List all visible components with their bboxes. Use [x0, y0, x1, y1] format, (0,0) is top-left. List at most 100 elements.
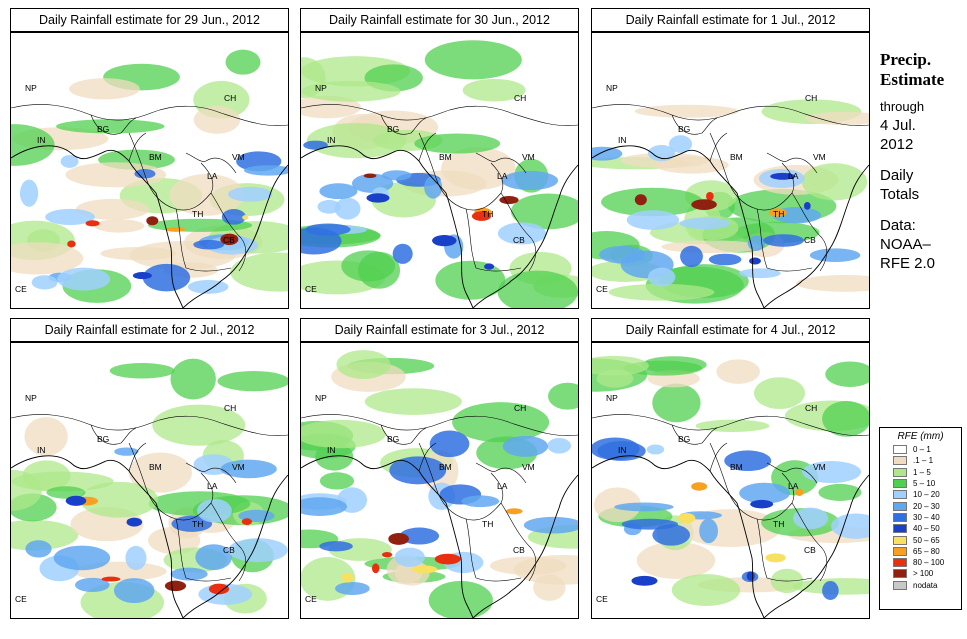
- legend-swatch: [893, 479, 907, 488]
- rain-area-heavy: [435, 554, 461, 565]
- rain-area-light: [672, 574, 740, 606]
- rainfall-map: NP CH IN BG BM VM LA TH CB CE: [300, 342, 579, 619]
- rain-area-medium: [228, 538, 288, 562]
- panel-title: Daily Rainfall estimate for 4 Jul., 2012: [591, 318, 870, 342]
- rain-area-light: [320, 472, 354, 489]
- region-label-bm: BM: [149, 152, 162, 162]
- rain-area-light: [230, 253, 288, 292]
- rain-area-heavy: [678, 513, 695, 523]
- legend-swatch: [893, 581, 907, 590]
- legend-swatch: [893, 558, 907, 567]
- rain-area-medium: [709, 254, 742, 266]
- rain-area-heavy: [631, 576, 657, 586]
- region-label-vm: VM: [522, 462, 535, 472]
- rain-area-medium: [822, 581, 839, 600]
- region-label-ch: CH: [514, 93, 526, 103]
- rain-area-light: [661, 240, 760, 253]
- rain-area-heavy: [341, 573, 353, 583]
- rain-area-heavy: [67, 241, 75, 248]
- rain-area-medium: [188, 280, 229, 294]
- legend-label: 40 – 50: [913, 524, 940, 533]
- region-label-in: IN: [37, 135, 46, 145]
- rainfall-field: [592, 99, 869, 303]
- rain-area-medium: [502, 171, 559, 190]
- rain-area-medium: [622, 519, 678, 530]
- region-label-np: NP: [25, 83, 37, 93]
- legend-label: nodata: [913, 581, 937, 590]
- rain-area-medium: [680, 246, 703, 267]
- region-label-th: TH: [192, 209, 203, 219]
- rfe-legend: RFE (mm) 0 – 1.1 – 11 – 55 – 10 10 – 20 20…: [879, 427, 962, 610]
- rain-area-heavy: [691, 482, 707, 490]
- rain-area-light: [301, 420, 386, 448]
- region-label-in: IN: [618, 135, 627, 145]
- rain-area-medium: [114, 447, 138, 455]
- rain-area-light: [336, 350, 390, 379]
- precip-title-line2: Estimate: [880, 70, 965, 90]
- rainfall-field: [11, 359, 288, 618]
- rain-area-medium: [763, 234, 804, 247]
- precip-title-line1: Precip.: [880, 50, 965, 70]
- region-label-bg: BG: [97, 124, 109, 134]
- rain-area-heavy: [635, 194, 647, 205]
- legend-item: 65 – 80: [893, 546, 961, 557]
- rain-area-medium: [317, 200, 340, 214]
- region-label-th: TH: [773, 519, 784, 529]
- rain-area-heavy: [242, 518, 252, 525]
- rain-area-medium: [228, 187, 272, 202]
- rain-area-medium: [54, 546, 111, 571]
- region-label-np: NP: [315, 83, 327, 93]
- legend-swatch: [893, 490, 907, 499]
- rainfall-map: NP CH IN BG BM VM LA TH CB CE: [591, 342, 870, 619]
- rain-area-light: [194, 106, 240, 134]
- rain-area-medium: [461, 495, 499, 507]
- rain-area-heavy: [706, 192, 714, 201]
- legend-swatch: [893, 524, 907, 533]
- rain-area-light: [425, 40, 522, 79]
- map-panel-29-jun: Daily Rainfall estimate for 29 Jun., 201…: [10, 8, 289, 308]
- rain-area-light: [100, 247, 176, 260]
- panel-title: Daily Rainfall estimate for 30 Jun., 201…: [300, 8, 579, 32]
- region-label-th: TH: [482, 519, 493, 529]
- region-label-ce: CE: [305, 594, 317, 604]
- rain-area-medium: [614, 503, 673, 512]
- rain-area-medium: [303, 141, 328, 150]
- rain-area-light: [69, 78, 140, 99]
- legend-swatch: [893, 569, 907, 578]
- rain-area-heavy: [804, 202, 811, 210]
- rainfall-field: [592, 356, 869, 606]
- rain-area-medium: [171, 568, 208, 581]
- rain-area-medium: [319, 183, 357, 199]
- region-label-ch: CH: [224, 93, 236, 103]
- rain-area-medium: [393, 244, 413, 264]
- rainfall-field: [301, 40, 578, 308]
- region-label-np: NP: [315, 393, 327, 403]
- rain-area-heavy: [691, 199, 717, 210]
- legend-item: 0 – 1: [893, 444, 961, 455]
- rain-area-light: [635, 105, 739, 118]
- rain-area-light: [548, 383, 578, 410]
- rain-area-medium: [547, 438, 571, 454]
- country-border: [476, 578, 521, 581]
- rain-area-medium: [221, 460, 277, 479]
- rain-area-light: [716, 359, 760, 384]
- region-label-np: NP: [25, 393, 37, 403]
- legend-swatch: [893, 547, 907, 556]
- rain-area-heavy: [126, 518, 142, 527]
- region-label-cb: CB: [804, 235, 816, 245]
- map-panel-1-jul: Daily Rainfall estimate for 1 Jul., 2012…: [591, 8, 870, 308]
- rain-area-medium: [32, 275, 58, 289]
- data-source-line2: NOAA–: [880, 235, 965, 254]
- map-panel-2-jul: Daily Rainfall estimate for 2 Jul., 2012…: [10, 318, 289, 618]
- region-label-bm: BM: [439, 152, 452, 162]
- legend-rows: 0 – 1.1 – 11 – 55 – 10 10 – 20 20 – 30 30 –…: [880, 444, 961, 591]
- region-label-bg: BG: [387, 434, 399, 444]
- region-label-in: IN: [618, 445, 627, 455]
- region-label-vm: VM: [813, 152, 826, 162]
- region-label-in: IN: [327, 135, 336, 145]
- panel-title: Daily Rainfall estimate for 1 Jul., 2012: [591, 8, 870, 32]
- rain-area-heavy: [372, 563, 379, 573]
- region-label-vm: VM: [522, 152, 535, 162]
- through-date-line2: 2012: [880, 135, 965, 154]
- legend-label: 20 – 30: [913, 502, 940, 511]
